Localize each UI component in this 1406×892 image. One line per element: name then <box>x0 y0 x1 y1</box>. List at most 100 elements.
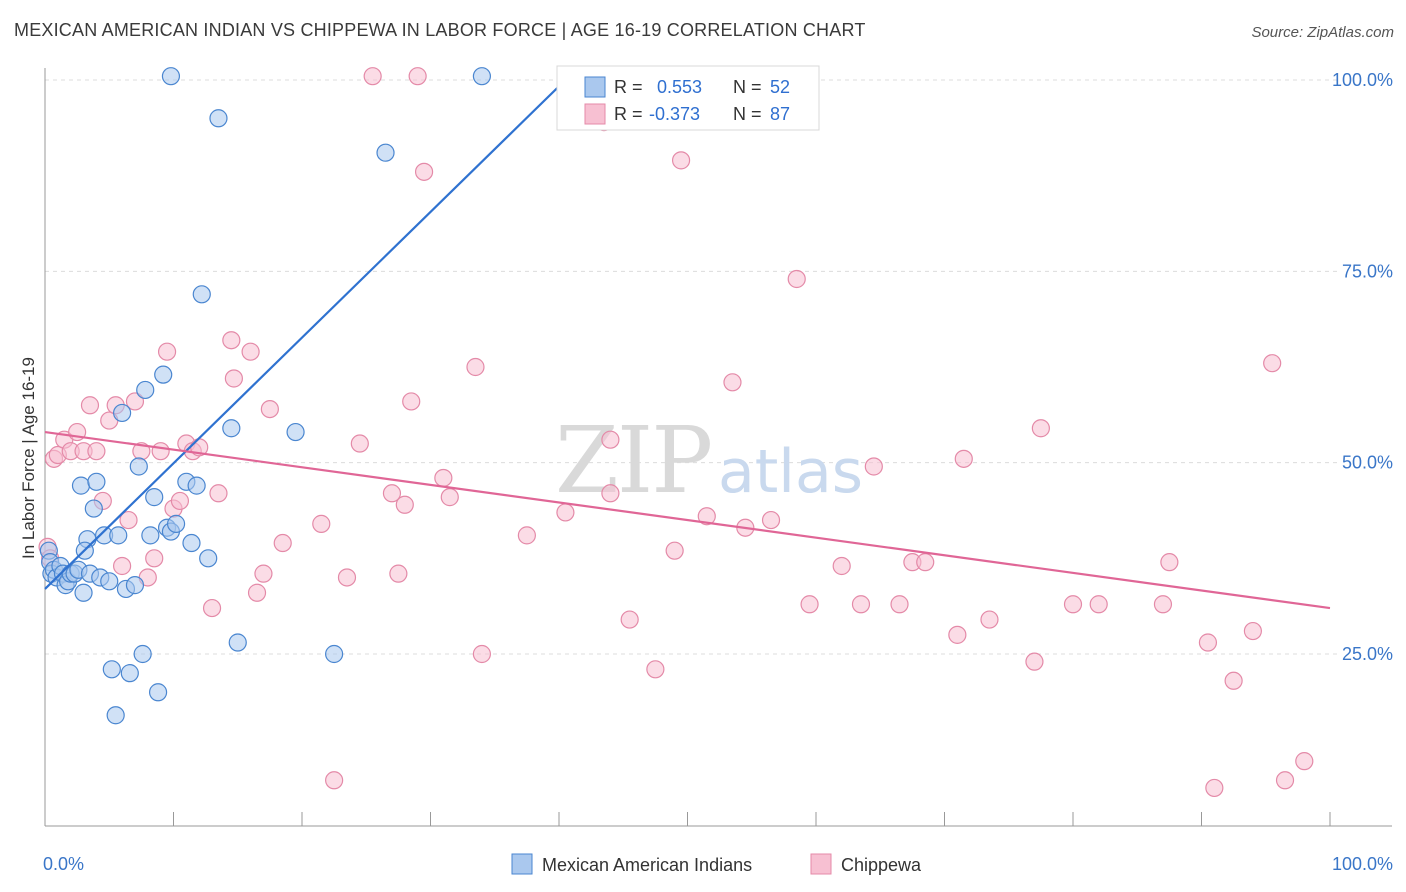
pink-point-75 <box>1063 595 1083 614</box>
gridlines <box>45 79 1340 655</box>
legend-r-label-2: R = <box>614 104 643 124</box>
pink-point-53 <box>601 430 620 449</box>
legend-swatch-pink <box>584 103 606 125</box>
pink-point-56 <box>646 660 665 679</box>
y-tick-label-2: 75.0% <box>1342 261 1393 281</box>
blue-point-29 <box>133 644 152 664</box>
pink-point-33 <box>260 399 279 419</box>
pink-point-60 <box>723 373 742 392</box>
trendlines <box>44 79 1331 610</box>
legend-n-label-2: N = <box>733 104 762 124</box>
pink-point-35 <box>312 514 331 533</box>
pink-point-85 <box>1295 752 1314 771</box>
pink-point-70 <box>948 625 967 644</box>
pink-point-69 <box>916 553 935 572</box>
pink-point-74 <box>1031 419 1050 438</box>
pink-point-55 <box>620 610 639 629</box>
axes <box>44 68 1392 827</box>
pink-point-19 <box>151 442 170 461</box>
blue-point-28 <box>129 457 148 476</box>
y-axis-title: In Labor Force | Age 16-19 <box>19 357 38 559</box>
blue-point-33 <box>148 683 168 702</box>
pink-point-48 <box>472 644 491 664</box>
pink-point-65 <box>851 595 871 614</box>
blue-point-26 <box>120 664 139 683</box>
y-tick-labels: 25.0% 50.0% 75.0% 100.0% <box>1332 70 1393 664</box>
blue-point-23 <box>109 526 128 545</box>
pink-point-41 <box>389 564 408 583</box>
series-legend-label-pink: Chippewa <box>841 855 922 875</box>
pink-point-14 <box>119 510 138 530</box>
legend-r-value-1: 0.553 <box>657 77 702 97</box>
pink-point-71 <box>954 449 973 468</box>
pink-point-40 <box>382 484 402 503</box>
blue-point-30 <box>136 380 155 400</box>
pink-point-51 <box>556 503 575 522</box>
pink-point-62 <box>761 510 781 530</box>
blue-point-40 <box>187 476 206 495</box>
blue-point-47 <box>325 644 344 664</box>
blue-point-34 <box>154 365 173 384</box>
pink-point-42 <box>402 392 421 411</box>
pink-point-37 <box>337 568 357 587</box>
pink-point-54 <box>601 484 620 503</box>
stats-legend: R = 0.553 N = 52 R = -0.373 N = 87 <box>556 65 820 131</box>
blue-point-43 <box>209 109 228 128</box>
pink-point-13 <box>112 556 132 576</box>
pink-point-67 <box>890 595 909 614</box>
x-tick-label-1: 100.0% <box>1332 854 1393 874</box>
pink-point-20 <box>157 342 177 361</box>
pink-point-31 <box>247 583 267 602</box>
watermark-atlas: atlas <box>718 437 863 507</box>
pink-point-77 <box>1153 595 1173 614</box>
pink-point-79 <box>1198 633 1218 652</box>
blue-point-32 <box>145 488 164 507</box>
legend-n-value-1: 52 <box>770 77 790 97</box>
pink-point-45 <box>434 468 453 488</box>
pink-point-81 <box>1224 671 1243 690</box>
series-legend-label-blue: Mexican American Indians <box>542 855 752 875</box>
blue-point-46 <box>286 422 305 442</box>
pink-point-63 <box>787 269 806 289</box>
blue-point-27 <box>125 576 145 595</box>
pink-point-44 <box>414 162 434 181</box>
pink-point-84 <box>1275 771 1295 790</box>
pink-point-34 <box>273 533 292 553</box>
pink-point-8 <box>80 396 100 415</box>
trendline-pink <box>44 430 1331 610</box>
blue-point-24 <box>112 403 132 423</box>
pink-point-46 <box>440 488 459 507</box>
pink-point-72 <box>980 610 999 629</box>
pink-point-36 <box>325 771 344 790</box>
pink-point-9 <box>87 442 106 461</box>
legend-r-value-2: -0.373 <box>649 104 700 124</box>
pink-point-80 <box>1205 778 1224 798</box>
blue-point-22 <box>106 706 125 725</box>
pink-point-66 <box>864 457 883 476</box>
pink-point-22 <box>170 491 190 511</box>
pink-point-57 <box>665 541 684 560</box>
series-legend: Mexican American Indians Chippewa <box>511 853 922 875</box>
pink-point-38 <box>350 434 369 453</box>
blue-point-20 <box>100 572 119 591</box>
blue-point-42 <box>199 549 218 568</box>
y-tick-label-3: 100.0% <box>1332 70 1393 90</box>
pink-point-18 <box>145 549 164 568</box>
blue-point-39 <box>182 533 201 553</box>
pink-point-73 <box>1025 652 1044 671</box>
blue-point-21 <box>102 660 121 679</box>
chart-title: MEXICAN AMERICAN INDIAN VS CHIPPEWA IN L… <box>14 20 866 40</box>
watermark: ZIP atlas <box>555 407 863 514</box>
pink-point-76 <box>1089 595 1108 614</box>
pink-point-50 <box>517 526 536 545</box>
trendline-blue <box>44 79 567 590</box>
series-legend-swatch-blue <box>511 853 533 875</box>
blue-point-37 <box>166 514 186 533</box>
blue-point-41 <box>192 285 211 304</box>
blue-point-12 <box>71 476 91 495</box>
pink-point-28 <box>222 331 241 350</box>
pink-point-58 <box>671 151 691 170</box>
x-tick-labels: 0.0% 100.0% <box>43 854 1393 874</box>
blue-point-31 <box>141 526 160 545</box>
pink-point-32 <box>254 564 273 583</box>
